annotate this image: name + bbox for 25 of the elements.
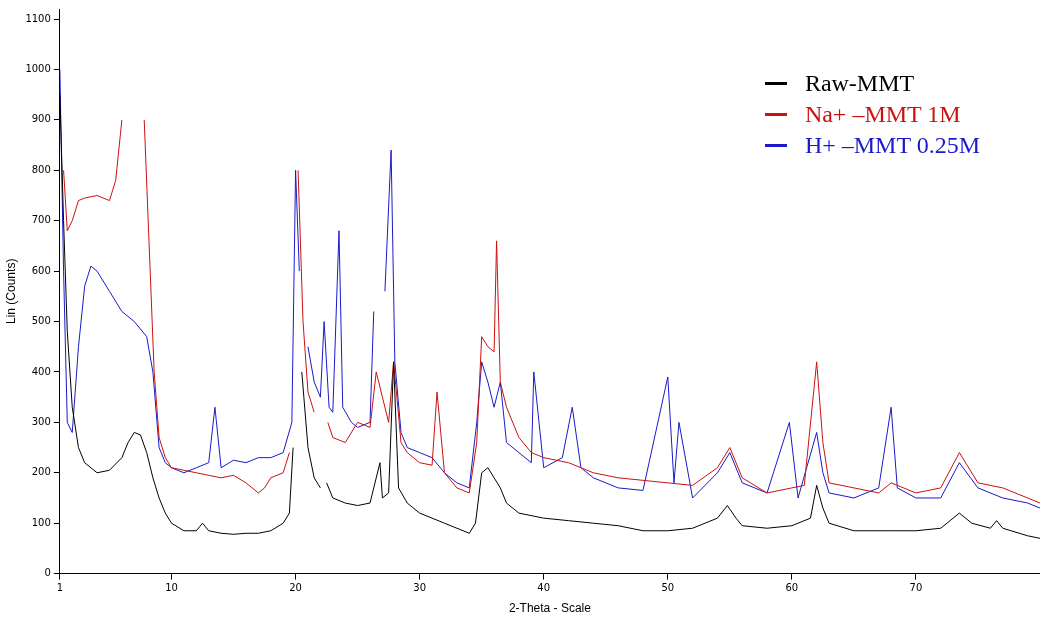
y-tick-label: 400 xyxy=(31,365,51,377)
y-tick-label: 300 xyxy=(31,415,51,427)
x-axis-title: 2-Theta - Scale xyxy=(508,601,592,616)
y-axis-title: Lin (Counts) xyxy=(3,258,18,324)
x-tick-label: 40 xyxy=(537,582,551,594)
x-tick-label: 20 xyxy=(289,582,302,594)
y-tick-label: 1000 xyxy=(25,63,51,75)
y-tick-label: 100 xyxy=(31,516,51,528)
y-tick-label: 0 xyxy=(44,567,51,579)
y-tick-label: 700 xyxy=(31,214,51,226)
y-tick-label: 900 xyxy=(31,113,51,125)
y-tick-label: 1100 xyxy=(25,12,51,24)
y-tick-label: 500 xyxy=(31,315,51,327)
y-tick-label: 200 xyxy=(31,466,51,478)
legend-label: Raw-MMT xyxy=(804,70,915,97)
x-tick-label: 10 xyxy=(165,582,178,594)
x-tick-label: 30 xyxy=(413,582,427,594)
x-tick-label: 50 xyxy=(661,582,675,594)
y-tick-label: 600 xyxy=(31,264,51,276)
x-tick-label: 60 xyxy=(785,582,799,594)
x-tick-label: 1 xyxy=(56,582,64,594)
y-tick-label: 800 xyxy=(31,163,51,175)
x-tick-label: 70 xyxy=(909,582,923,594)
legend-label: Na+ –MMT 1M xyxy=(804,101,961,128)
legend-label: H+ –MMT 0.25M xyxy=(804,132,980,159)
